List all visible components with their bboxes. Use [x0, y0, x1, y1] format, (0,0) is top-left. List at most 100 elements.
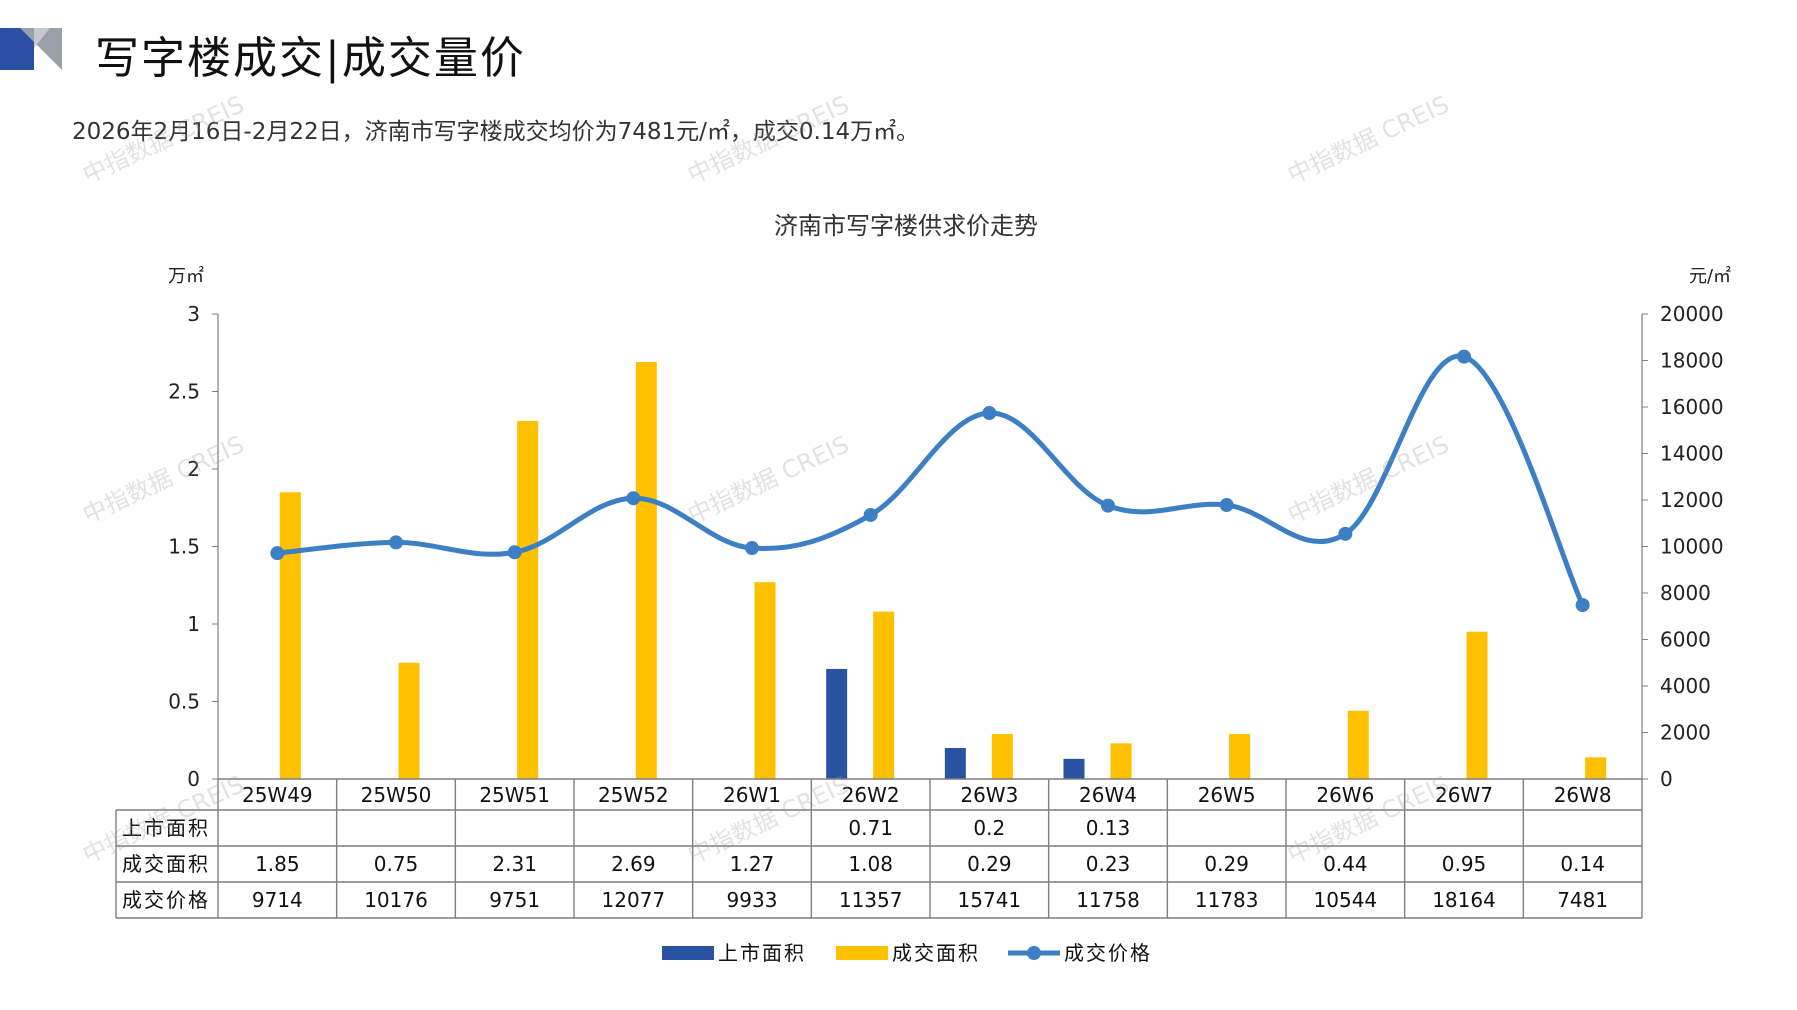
table-cell: 15741: [958, 888, 1022, 912]
table-cell: 12077: [602, 888, 666, 912]
bar-deal-26w8: [1585, 757, 1607, 779]
bar-deal-26w3: [991, 734, 1013, 779]
table-cell: 1.27: [730, 852, 775, 876]
price-point-25w52: [626, 491, 641, 506]
table-cell: 0.95: [1442, 852, 1487, 876]
y-right-tick-label: 14000: [1660, 442, 1724, 466]
bar-deal-25w49: [279, 492, 301, 779]
y-left-tick-label: 0: [187, 767, 200, 791]
y-left-tick-label: 3: [187, 302, 200, 326]
category-label-26w7: 26W7: [1435, 783, 1493, 807]
y-left-unit: 万㎡: [168, 265, 204, 287]
price-point-26w2: [863, 507, 878, 522]
bar-deal-26w4: [1110, 743, 1132, 779]
y-right-tick-label: 18000: [1660, 349, 1724, 373]
y-left-tick-label: 2.5: [168, 380, 200, 404]
table-cell: 1.08: [848, 852, 893, 876]
price-line: [277, 353, 1585, 607]
category-label-25w52: 25W52: [598, 783, 669, 807]
logo: [0, 28, 62, 70]
legend-label: 上市面积: [718, 941, 806, 965]
y-right-tick-label: 16000: [1660, 395, 1724, 419]
price-point-26w4: [1101, 498, 1115, 513]
table-cell: 0.23: [1086, 852, 1131, 876]
category-label-26w1: 26W1: [723, 783, 781, 807]
price-point-26w6: [1338, 526, 1353, 541]
table-cell: 1.85: [255, 852, 300, 876]
bar-deal-25w52: [635, 362, 657, 779]
category-label-25w49: 25W49: [242, 783, 313, 807]
table-cell: 2.31: [492, 852, 537, 876]
y-right-tick-label: 2000: [1660, 721, 1711, 745]
bar-deal-26w1: [754, 582, 776, 779]
table-cell: 9933: [727, 888, 778, 912]
y-left-tick-label: 2: [187, 457, 200, 481]
bar-deal-26w7: [1466, 631, 1488, 779]
table-cell: 7481: [1557, 888, 1608, 912]
price-point-25w51: [507, 545, 522, 560]
table-row-header: 成交面积: [122, 852, 210, 876]
price-point-26w3: [982, 406, 997, 421]
y-right-tick-label: 4000: [1660, 674, 1711, 698]
category-label-25w51: 25W51: [479, 783, 550, 807]
page-subtitle: 2026年2月16日-2月22日，济南市写字楼成交均价为7481元/㎡，成交0.…: [72, 119, 920, 145]
table-cell: 0.29: [1204, 852, 1249, 876]
table-cell: 11758: [1076, 888, 1140, 912]
legend-swatch: [662, 946, 714, 960]
category-label-26w5: 26W5: [1198, 783, 1256, 807]
y-left-tick-label: 0.5: [168, 690, 200, 714]
y-right-tick-label: 0: [1660, 767, 1673, 791]
bar-listed-26w3: [944, 748, 966, 779]
category-label-26w6: 26W6: [1316, 783, 1374, 807]
price-point-26w5: [1219, 498, 1234, 513]
page-title: 写字楼成交|成交量价: [95, 33, 526, 84]
bar-deal-26w5: [1229, 734, 1251, 779]
bar-listed-26w2: [826, 668, 848, 779]
table-cell: 10176: [364, 888, 428, 912]
table-cell: 0.13: [1086, 816, 1131, 840]
table-cell: 18164: [1432, 888, 1496, 912]
legend-swatch-marker: [1027, 946, 1041, 960]
price-point-26w1: [745, 541, 759, 556]
y-right-unit: 元/㎡: [1689, 265, 1731, 287]
table-row-header: 上市面积: [122, 816, 210, 840]
legend-swatch: [836, 946, 888, 960]
y-right-tick-label: 8000: [1660, 581, 1711, 605]
legend-label: 成交面积: [892, 941, 980, 965]
legend-label: 成交价格: [1064, 941, 1152, 965]
category-label-25w50: 25W50: [361, 783, 432, 807]
price-point-26w8: [1575, 598, 1590, 613]
price-point-25w49: [270, 546, 285, 561]
table-cell: 9751: [489, 888, 540, 912]
y-left-tick-label: 1.5: [168, 535, 200, 559]
bar-listed-26w4: [1063, 758, 1085, 779]
y-right-tick-label: 6000: [1660, 628, 1711, 652]
price-point-26w7: [1457, 349, 1471, 364]
table-cell: 0.71: [848, 816, 893, 840]
y-right-tick-label: 20000: [1660, 302, 1724, 326]
category-label-26w8: 26W8: [1554, 783, 1612, 807]
y-left-tick-label: 1: [187, 612, 200, 636]
category-label-26w3: 26W3: [960, 783, 1018, 807]
bar-deal-25w51: [517, 420, 539, 779]
table-cell: 11783: [1195, 888, 1259, 912]
table-cell: 11357: [839, 888, 903, 912]
table-cell: 0.29: [967, 852, 1012, 876]
price-point-25w50: [389, 535, 403, 550]
table-cell: 9714: [252, 888, 303, 912]
bar-deal-26w6: [1347, 710, 1369, 779]
table-cell: 0.2: [973, 816, 1005, 840]
y-right-tick-label: 12000: [1660, 488, 1724, 512]
table-cell: 0.14: [1560, 852, 1605, 876]
table-row-header: 成交价格: [122, 888, 210, 912]
chart-title: 济南市写字楼供求价走势: [774, 212, 1038, 240]
y-right-tick-label: 10000: [1660, 535, 1724, 559]
table-cell: 10544: [1314, 888, 1378, 912]
category-label-26w4: 26W4: [1079, 783, 1137, 807]
table-cell: 2.69: [611, 852, 656, 876]
table-cell: 0.75: [374, 852, 419, 876]
table-cell: 0.44: [1323, 852, 1368, 876]
category-label-26w2: 26W2: [842, 783, 900, 807]
bar-deal-25w50: [398, 662, 420, 779]
